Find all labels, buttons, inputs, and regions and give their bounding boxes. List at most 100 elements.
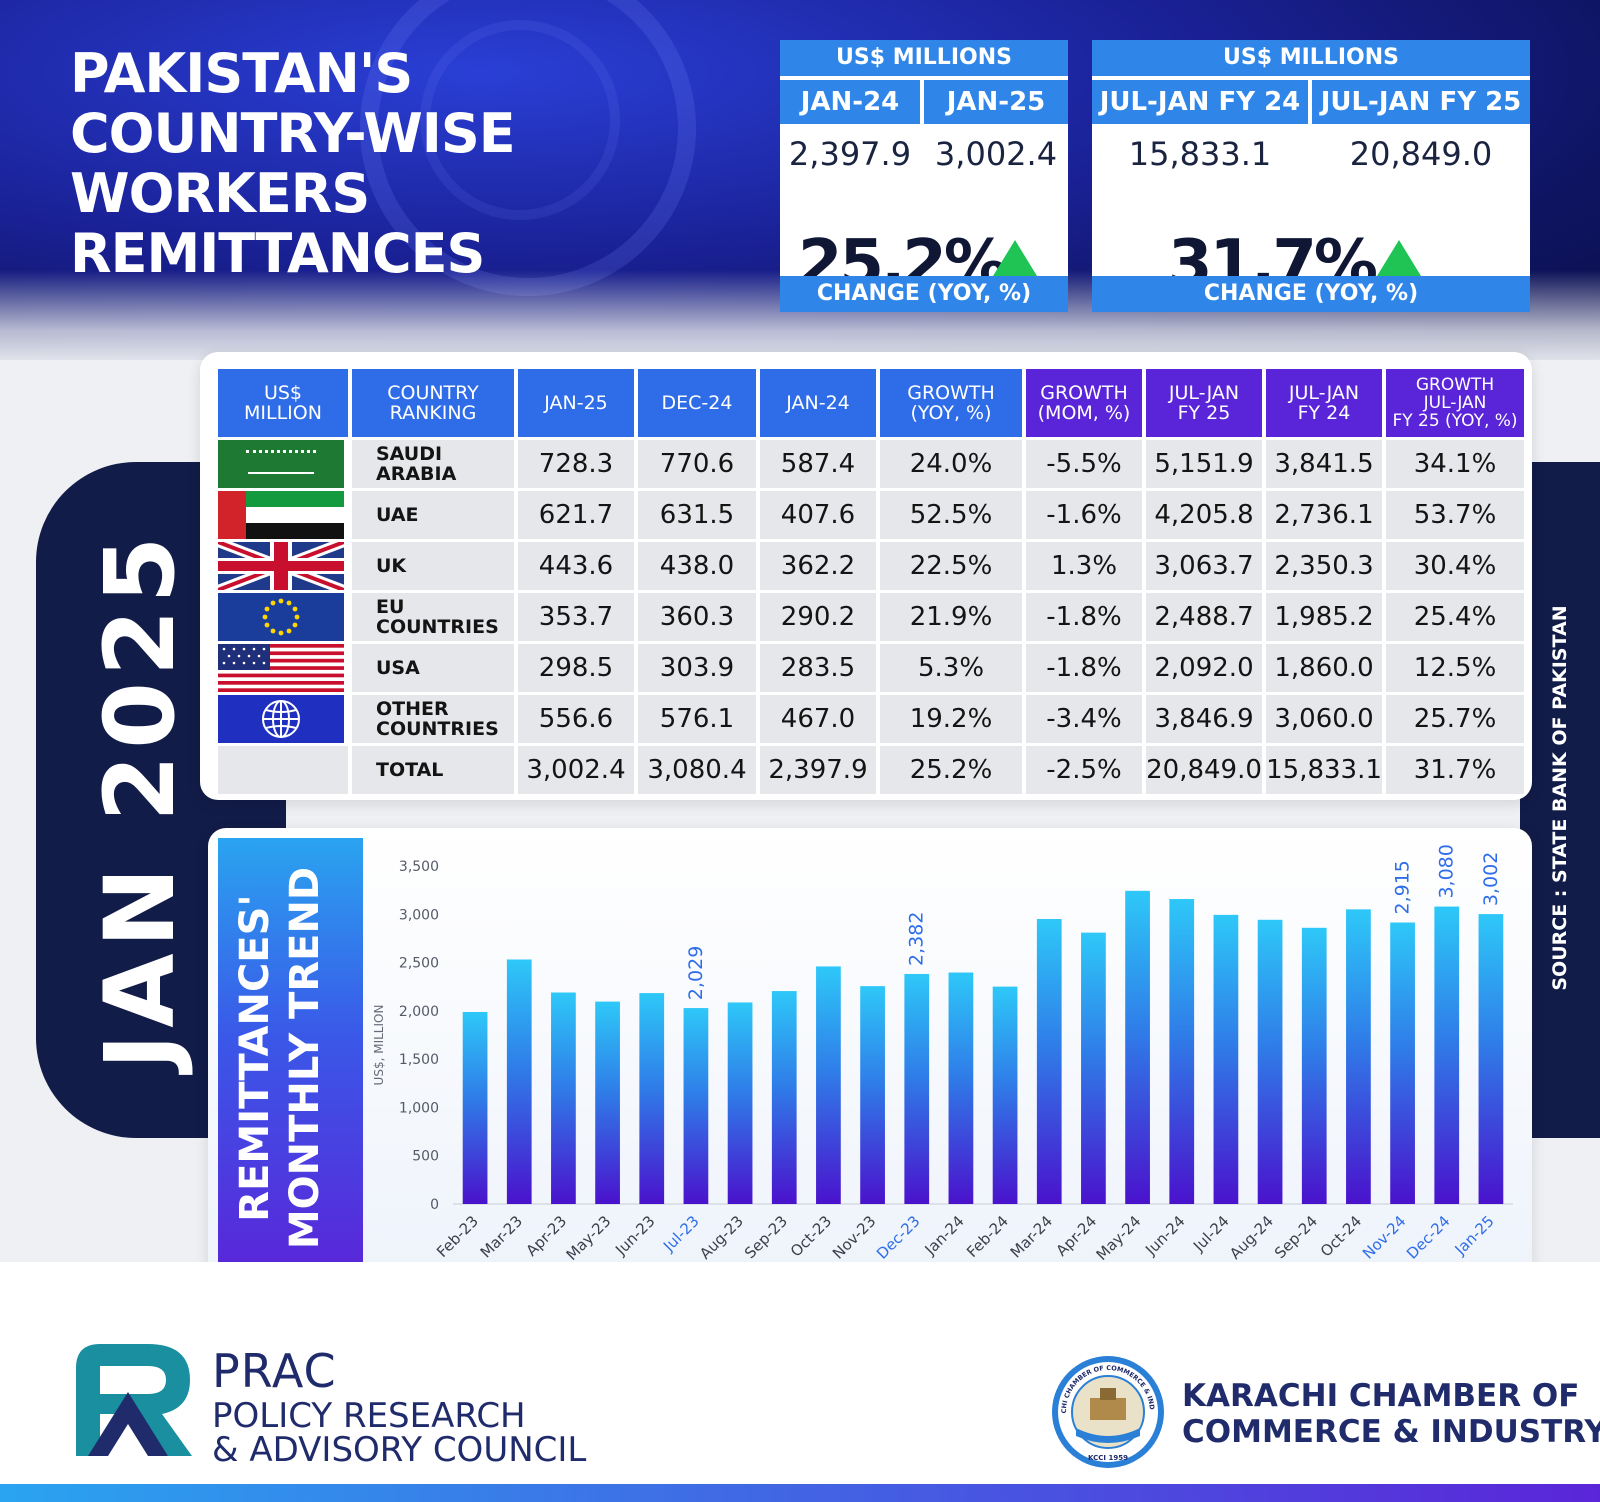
- globe-icon: [218, 695, 344, 743]
- kcci-name-line: COMMERCE & INDUSTRY: [1182, 1414, 1600, 1450]
- footer-accent-bar: [0, 1484, 1600, 1502]
- name-text: COUNTRIES: [376, 616, 499, 638]
- table-cell: 1,860.0: [1266, 644, 1382, 692]
- table-cell: 728.3: [518, 440, 634, 488]
- header-text: JUL-JAN: [1423, 393, 1487, 413]
- country-name: UAE: [352, 491, 514, 539]
- bar: [462, 1012, 488, 1204]
- table-cell: 360.3: [638, 593, 756, 641]
- bar: [816, 966, 841, 1204]
- x-tick-label: Nov-23: [829, 1212, 879, 1262]
- table-cell: 2,488.7: [1146, 593, 1262, 641]
- table-cell: 12.5%: [1386, 644, 1524, 692]
- x-tick-label: Feb-23: [433, 1212, 482, 1261]
- chart-title-tab: [218, 838, 363, 1278]
- header-text: JUL-JAN: [1288, 382, 1360, 404]
- table-cell: 362.2: [760, 542, 876, 590]
- flag-cell: [218, 746, 348, 794]
- bar: [506, 959, 532, 1204]
- table-cell: 2,092.0: [1146, 644, 1262, 692]
- remittance-table: US$ MILLION COUNTRY RANKING JAN-25 DEC-24 …: [214, 366, 1528, 797]
- header-text: GROWTH: [1415, 375, 1495, 395]
- y-tick-label: 3,500: [399, 859, 439, 875]
- name-text: OTHER: [376, 698, 449, 720]
- bar: [595, 1001, 620, 1204]
- page-title: PAKISTAN'S COUNTRY-WISE WORKERS REMITTAN…: [70, 44, 630, 284]
- uk-flag: [218, 542, 344, 590]
- x-tick-label: May-23: [563, 1212, 615, 1264]
- kpi-value: 3,002.4: [934, 135, 1058, 173]
- table-cell: 1.3%: [1026, 542, 1142, 590]
- flag-cell: [218, 593, 348, 641]
- x-tick-label: Aug-24: [1226, 1212, 1277, 1263]
- table-cell: 31.7%: [1386, 746, 1524, 794]
- x-tick-label: Aug-23: [696, 1212, 747, 1263]
- header-text: JAN-24: [786, 392, 850, 414]
- bar: [992, 986, 1018, 1204]
- kpi-header: US$ MILLIONS: [1092, 40, 1530, 76]
- kpi-footer: CHANGE (YOY, %): [1092, 276, 1530, 312]
- bar: [1125, 890, 1150, 1204]
- table-cell: 15,833.1: [1266, 746, 1382, 794]
- table-cell: 3,841.5: [1266, 440, 1382, 488]
- flag-cell: [218, 695, 348, 743]
- table-cell: 19.2%: [880, 695, 1022, 743]
- table-cell: 5.3%: [880, 644, 1022, 692]
- eu-flag: [218, 593, 344, 641]
- title-line: REMITTANCES: [70, 222, 485, 285]
- table-cell: 443.6: [518, 542, 634, 590]
- uae-flag: [218, 491, 344, 539]
- x-tick-label: Oct-24: [1317, 1212, 1365, 1260]
- table-row-total: TOTAL 3,002.4 3,080.4 2,397.9 25.2% -2.5…: [218, 746, 1524, 794]
- chart-title-line: MONTHLY TREND: [282, 866, 328, 1250]
- table-cell: 1,985.2: [1266, 593, 1382, 641]
- header-text: MILLION: [244, 402, 322, 424]
- table-cell: 631.5: [638, 491, 756, 539]
- bar: [1301, 927, 1327, 1204]
- x-tick-label: Mar-24: [1007, 1212, 1056, 1261]
- table-row: OTHER COUNTRIES 556.6 576.1 467.0 19.2% -…: [218, 695, 1524, 743]
- table-cell: -3.4%: [1026, 695, 1142, 743]
- header-cell: COUNTRY RANKING: [352, 369, 514, 437]
- table-cell: 438.0: [638, 542, 756, 590]
- table-cell: 20,849.0: [1146, 746, 1262, 794]
- kcci-name-line: KARACHI CHAMBER OF: [1182, 1378, 1580, 1414]
- bar: [727, 1002, 753, 1204]
- bar: [1169, 899, 1195, 1204]
- coin-decoration-inner: [420, 20, 620, 220]
- table-cell: -5.5%: [1026, 440, 1142, 488]
- bar: [1434, 906, 1460, 1204]
- table-row: UAE 621.7 631.5 407.6 52.5% -1.6% 4,205.…: [218, 491, 1524, 539]
- kpi-value: 20,849.0: [1349, 135, 1493, 173]
- bar: [1390, 922, 1415, 1204]
- header-text: FY 25: [1177, 402, 1231, 424]
- header-cell: JUL-JAN FY 24: [1266, 369, 1382, 437]
- header-cell: JAN-25: [518, 369, 634, 437]
- header-cell: DEC-24: [638, 369, 756, 437]
- table-cell: 25.2%: [880, 746, 1022, 794]
- flag-cell: [218, 644, 348, 692]
- footer: PRAC POLICY RESEARCH & ADVISORY COUNCIL …: [0, 1262, 1600, 1502]
- kpi-footer: CHANGE (YOY, %): [780, 276, 1068, 312]
- kpi-value: 15,833.1: [1128, 135, 1272, 173]
- country-name: EU COUNTRIES: [352, 593, 514, 641]
- kpi-col-label: JUL-JAN FY 25: [1312, 80, 1530, 124]
- header-text: (MOM, %): [1037, 402, 1131, 424]
- bar: [1036, 919, 1062, 1204]
- header-cell: US$ MILLION: [218, 369, 348, 437]
- table-cell: 290.2: [760, 593, 876, 641]
- table-cell: 576.1: [638, 695, 756, 743]
- x-tick-label: Feb-24: [963, 1212, 1012, 1261]
- bar: [948, 972, 974, 1204]
- table-cell: 556.6: [518, 695, 634, 743]
- header-text: COUNTRY: [387, 382, 479, 404]
- table-cell: 22.5%: [880, 542, 1022, 590]
- kpi-monthly: US$ MILLIONS JAN-24 JAN-25 2,397.9 3,002…: [780, 40, 1068, 312]
- table-cell: 2,350.3: [1266, 542, 1382, 590]
- monthly-trend-chart: 0 500 1,000 1,500 2,000 2,500 3,000 3,500 US$, M…: [372, 844, 1513, 1264]
- data-label: 3,080: [1436, 844, 1458, 898]
- flag-cell: [218, 491, 348, 539]
- kpi-col-label: JAN-24: [780, 80, 920, 124]
- header-text: RANKING: [389, 402, 477, 424]
